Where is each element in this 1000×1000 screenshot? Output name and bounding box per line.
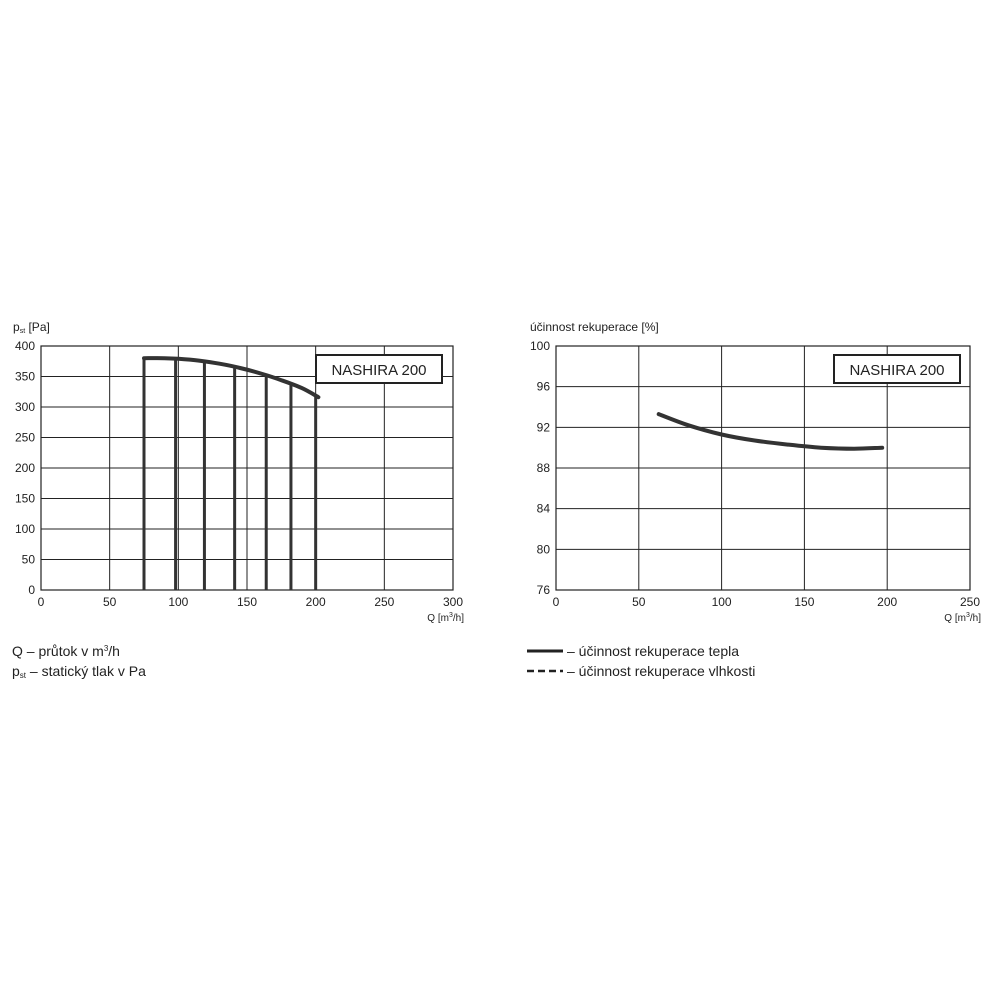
- legend-pressure-definition: pst – statický tlak v Pa: [12, 663, 146, 680]
- efficiency-model-badge: NASHIRA 200: [833, 354, 961, 384]
- c2-x-tick-label: 200: [877, 595, 897, 609]
- pressure-model-badge: NASHIRA 200: [315, 354, 443, 384]
- c2-y-tick-label: 84: [537, 502, 551, 516]
- c1-y-tick-label: 400: [15, 339, 35, 353]
- legend-flow-definition: Q – průtok v m3/h: [12, 643, 120, 659]
- c2-x-tick-label: 150: [794, 595, 814, 609]
- c2-y-tick-label: 96: [537, 380, 551, 394]
- c2-plot-frame: [555, 345, 971, 591]
- c2-x-tick-label: 100: [712, 595, 732, 609]
- c1-x-tick-label: 50: [103, 595, 117, 609]
- c2-y-tick-label: 76: [537, 583, 551, 597]
- c2-x-tick-label: 250: [960, 595, 980, 609]
- c1-x-tick-label: 200: [306, 595, 326, 609]
- legend-dashed-text: – účinnost rekuperace vlhkosti: [567, 663, 756, 679]
- c1-y-tick-label: 50: [22, 553, 36, 567]
- c1-y-tick-label: 300: [15, 400, 35, 414]
- pressure-x-axis-label: Q [m3/h]: [427, 612, 464, 624]
- c1-x-tick-label: 300: [443, 595, 463, 609]
- c1-x-tick-label: 100: [168, 595, 188, 609]
- c2-x-tick-label: 50: [632, 595, 646, 609]
- efficiency-y-axis-label: účinnost rekuperace [%]: [530, 320, 659, 334]
- c1-y-tick-label: 350: [15, 370, 35, 384]
- c1-y-tick-label: 150: [15, 492, 35, 506]
- efficiency-chart: účinnost rekuperace [%] 0 50 100 150 200 250 7…: [530, 320, 981, 624]
- legend-solid-text: – účinnost rekuperace tepla: [567, 643, 739, 659]
- c1-y-tick-label: 250: [15, 431, 35, 445]
- c2-y-tick-label: 88: [537, 461, 551, 475]
- c2-y-tick-label: 80: [537, 542, 551, 556]
- c2-x-tick-label: 0: [553, 595, 560, 609]
- c1-y-tick-label: 200: [15, 461, 35, 475]
- c1-y-tick-label: 100: [15, 522, 35, 536]
- c1-x-tick-label: 250: [374, 595, 394, 609]
- pressure-curve: [142, 356, 321, 400]
- efficiency-curve: [656, 412, 885, 451]
- c1-x-tick-label: 0: [38, 595, 45, 609]
- c2-y-tick-label: 92: [537, 420, 551, 434]
- pressure-model-badge-text: NASHIRA 200: [331, 362, 426, 379]
- pressure-y-axis-label: pst [Pa]: [13, 320, 50, 335]
- pressure-chart: pst [Pa] 0 50 100 150 200 250 300 0 50 100 150 200 2…: [13, 320, 464, 624]
- c1-x-tick-label: 150: [237, 595, 257, 609]
- c2-y-tick-label: 100: [530, 339, 550, 353]
- efficiency-model-badge-text: NASHIRA 200: [849, 362, 944, 379]
- efficiency-x-axis-label: Q [m3/h]: [944, 612, 981, 624]
- c1-plot-frame: [40, 345, 454, 591]
- c1-y-tick-label: 0: [28, 583, 35, 597]
